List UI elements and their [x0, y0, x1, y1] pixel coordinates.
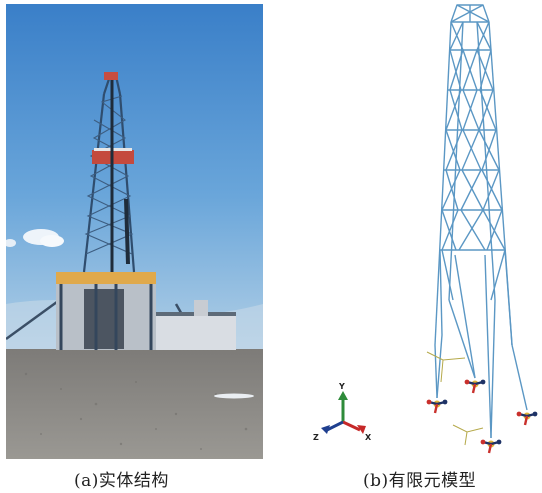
support-node: [516, 411, 538, 426]
substructure-shadow: [84, 289, 124, 349]
cabin: [146, 314, 236, 350]
substructure-band: [56, 272, 156, 284]
puddle: [214, 393, 254, 399]
tank: [194, 300, 208, 316]
axis-label-z: Z: [313, 433, 319, 442]
axis-label-x: X: [365, 433, 372, 442]
coordinate-triad: Y X Z: [313, 382, 372, 442]
axis-label-y: Y: [338, 382, 345, 391]
substructure-legs: [59, 284, 153, 350]
support-node: [480, 439, 502, 454]
support-node: [426, 399, 448, 414]
gravel-texture: [24, 372, 248, 450]
cabin-roof: [146, 312, 236, 316]
caption-physical-structure: (a)实体结构: [74, 471, 169, 491]
support-node: [464, 379, 486, 394]
ground: [6, 349, 263, 459]
caption-fe-model: (b)有限元模型: [363, 471, 477, 491]
pipe-rack: [124, 198, 130, 265]
fe-model: Y X Z: [313, 4, 538, 454]
derrick-photo: [6, 4, 263, 459]
cloud: [6, 239, 16, 247]
cloud: [40, 235, 64, 247]
crown-block: [104, 72, 118, 80]
local-axes: [426, 351, 484, 446]
fe-members: [434, 4, 528, 439]
